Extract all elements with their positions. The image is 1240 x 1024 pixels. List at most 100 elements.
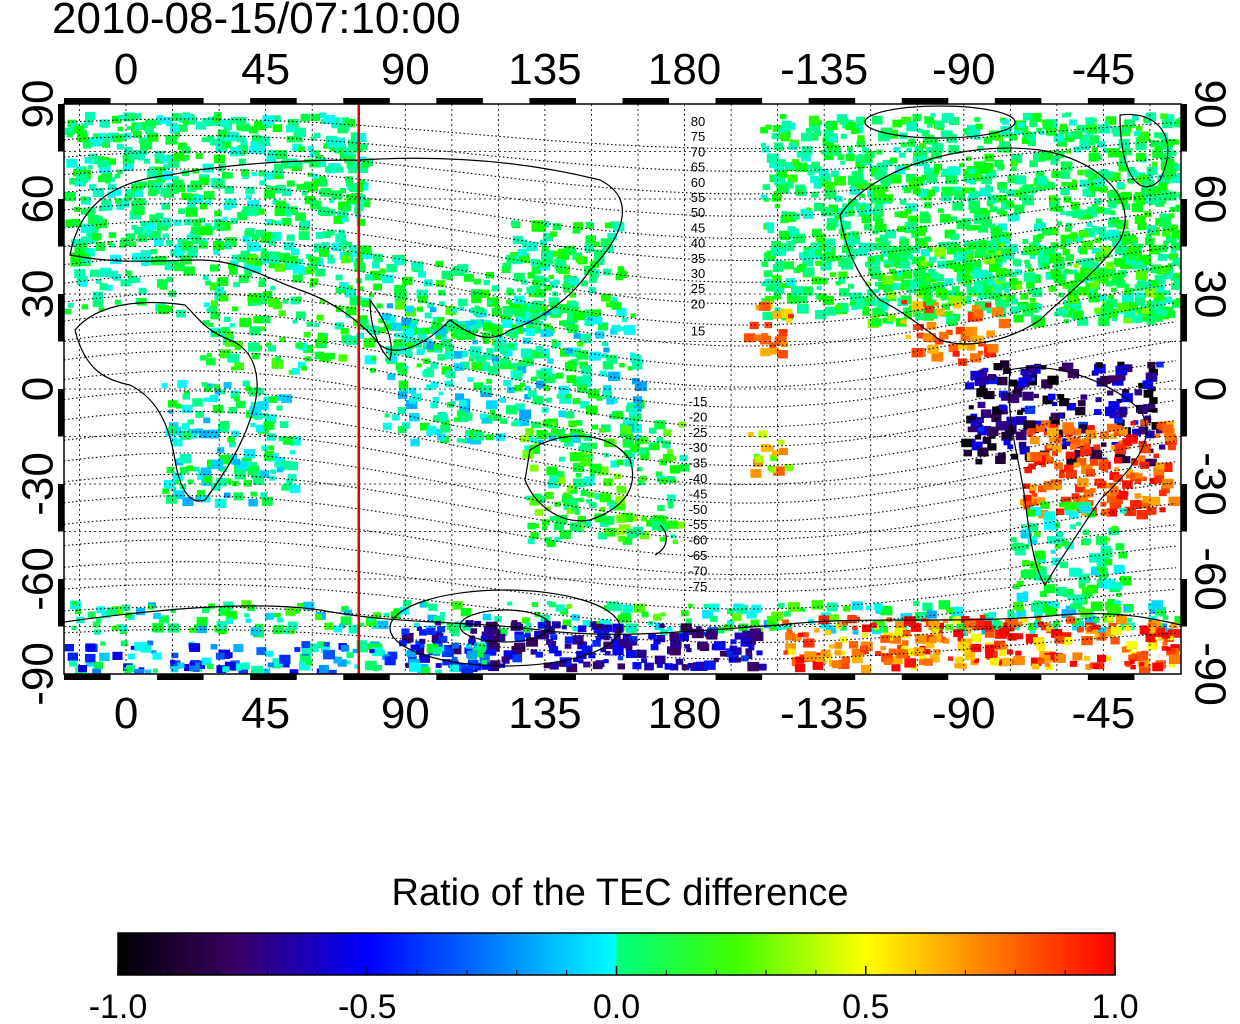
contour-label-south: -25 [689,425,708,440]
tec-patch [905,335,911,340]
tec-patch [803,210,814,219]
tec-patch [650,443,660,451]
tec-patch [69,219,80,227]
lat-tick-left: 60 [14,175,63,224]
tec-patch [629,636,638,643]
tec-patch [228,263,236,270]
tec-patch [559,320,566,326]
tec-patch [1118,429,1125,435]
tec-patch [92,291,104,300]
tec-patch [80,236,91,245]
tec-patch [410,318,419,325]
tec-patch [219,421,230,429]
tec-patch [165,305,174,313]
tec-patch [361,160,370,168]
tec-patch [1007,175,1018,184]
tec-patch [348,245,357,252]
tec-patch [1010,306,1020,315]
contour-line [64,452,1177,522]
tec-patch [147,604,154,610]
tec-patch [265,414,277,423]
tec-patch [749,640,756,645]
tec-patch [481,660,488,665]
tec-patch [253,316,263,324]
tec-patch [1013,314,1024,323]
tec-patch [497,628,508,637]
tec-patch [900,319,907,325]
tec-patch [1169,206,1176,212]
tec-patch [666,494,676,502]
tec-patch [1027,428,1036,435]
lon-tick-bottom: 180 [648,689,721,738]
tec-patch [811,600,824,610]
tec-patch [1162,225,1170,232]
tec-patch [815,310,827,320]
tec-patch [602,361,614,370]
tec-patch [1107,229,1119,239]
tec-patch [1110,637,1120,645]
tec-patch [1049,416,1060,426]
tec-patch [1114,600,1121,606]
tec-patch [602,390,610,397]
tec-patch [1077,400,1086,407]
tec-patch [323,143,330,149]
tec-patch [988,426,999,435]
tec-patch [229,323,235,328]
tec-patch [470,325,477,331]
tec-patch [1043,511,1056,521]
tec-patch [208,322,214,327]
tec-patch [760,142,766,147]
tec-patch [772,275,782,283]
tec-patch [226,610,237,620]
tec-patch [401,628,410,635]
tec-patch [231,663,242,671]
tec-patch [295,212,306,221]
tec-patch [249,126,259,134]
tec-patch [714,641,726,651]
tec-patch [419,629,427,636]
tec-patch [519,409,532,420]
tec-patch [237,212,248,221]
tec-patch [971,191,980,198]
tec-patch [1134,297,1145,306]
tec-patch [558,456,565,462]
tec-patch [745,653,753,659]
tec-patch [910,623,922,632]
tec-patch [947,656,954,661]
tec-patch [570,248,577,254]
tec-patch [616,307,627,316]
tec-patch [341,218,347,223]
tec-patch [1099,295,1107,301]
tec-patch [275,220,282,225]
tec-patch [1165,420,1175,428]
tec-patch [1109,172,1121,182]
tec-patch [889,157,898,164]
tec-patch [433,343,443,351]
tec-patch [289,450,296,455]
tec-patch [416,306,423,312]
contour-label-south: -35 [689,456,708,471]
tec-patch [1153,292,1165,302]
tec-patch [1020,250,1027,256]
tec-patch [1004,252,1015,260]
tec-patch [1053,483,1062,490]
tec-patch [1066,436,1073,442]
tec-patch [959,247,971,257]
tec-patch [291,368,300,375]
tec-patch [824,189,837,199]
tec-patch [1109,499,1122,509]
tec-patch [632,378,640,385]
tec-patch [288,621,298,630]
tec-patch [1110,626,1122,635]
tec-patch [784,181,794,189]
tec-patch [864,207,873,214]
tec-patch [533,276,546,287]
tec-patch [319,112,327,119]
tec-patch [214,112,222,119]
tec-patch [971,620,984,630]
lat-tick-left: -60 [14,547,63,611]
tec-patch [148,188,158,197]
frame-bar-left [58,389,64,437]
tec-patch [1001,392,1012,401]
tec-patch [117,169,123,175]
